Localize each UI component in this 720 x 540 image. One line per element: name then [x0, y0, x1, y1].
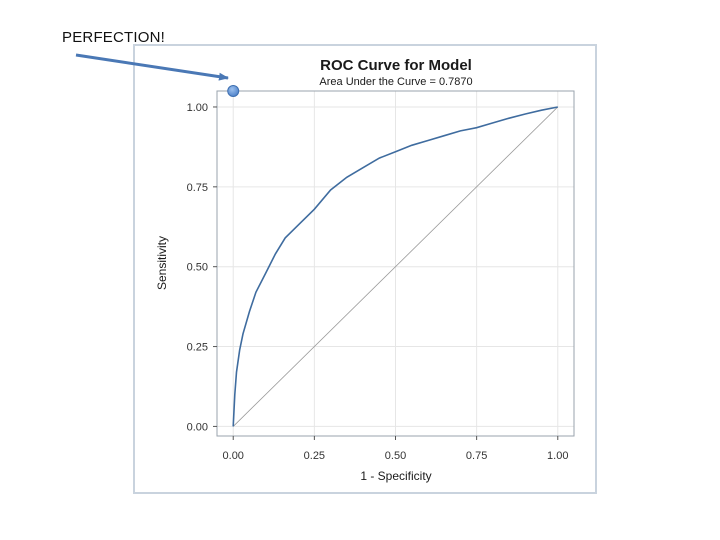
x-tick-label: 1.00 [547, 450, 568, 462]
x-tick-label: 0.50 [385, 450, 406, 462]
y-tick-label: 0.50 [187, 262, 208, 274]
axis-ticks: 0.00 0.25 0.50 0.75 1.00 0.00 0.25 0.50 0.75 1.00 [187, 102, 569, 462]
y-tick-label: 0.25 [187, 342, 208, 354]
chart-outer-border [133, 44, 597, 494]
annotation-arrow [75, 53, 229, 81]
x-axis-label: 1 - Specificity [360, 469, 431, 483]
y-axis-label: Sensitivity [155, 236, 169, 290]
x-tick-label: 0.25 [304, 450, 325, 462]
chart-subtitle: Area Under the Curve = 0.7870 [319, 76, 472, 88]
perfection-annotation: PERFECTION! [62, 29, 166, 46]
roc-curve [232, 106, 558, 427]
x-tick-label: 0.00 [223, 450, 244, 462]
y-tick-label: 0.00 [187, 421, 208, 433]
chart-title: ROC Curve for Model [320, 57, 472, 74]
y-tick-label: 1.00 [187, 102, 208, 114]
x-tick-label: 0.75 [466, 450, 487, 462]
perfection-point-marker [227, 85, 240, 97]
y-tick-label: 0.75 [187, 182, 208, 194]
reference-diagonal [232, 106, 559, 427]
